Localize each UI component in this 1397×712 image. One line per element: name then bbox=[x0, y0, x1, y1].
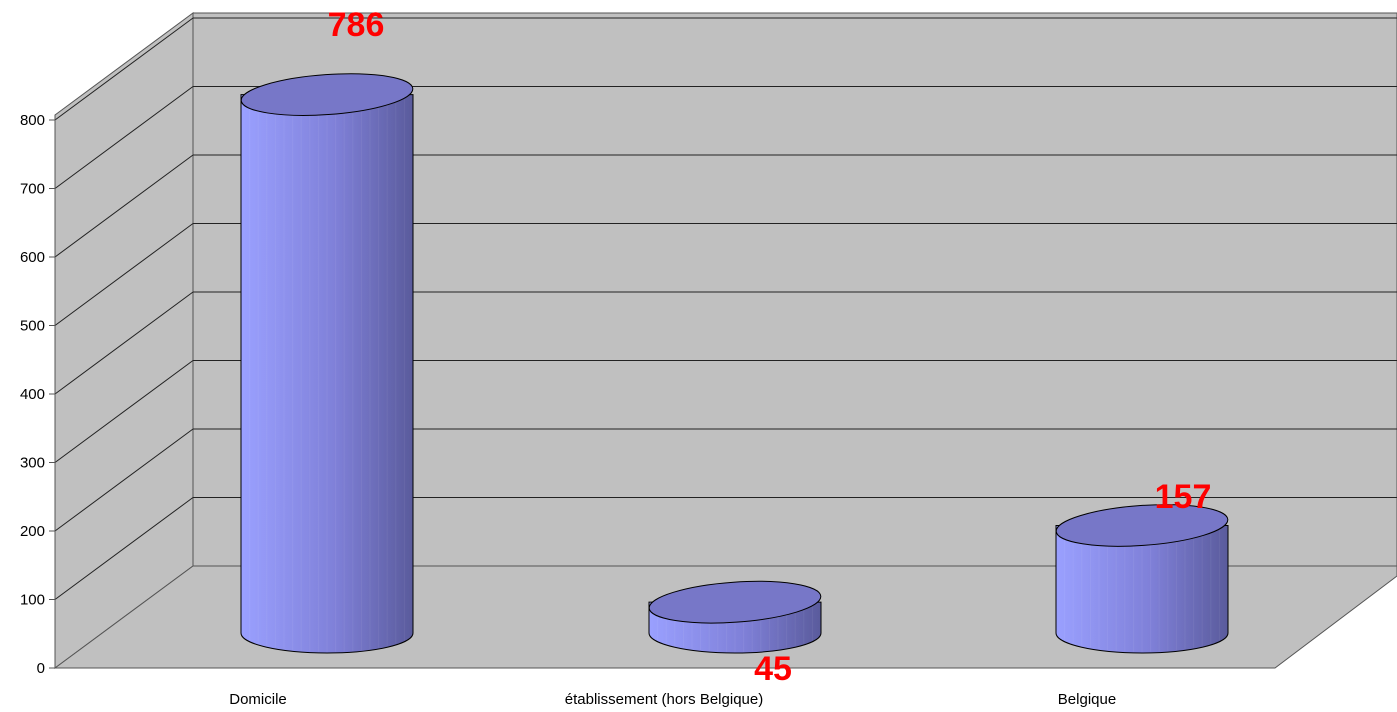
back-wall bbox=[192, 12, 1397, 567]
y-tick-label: 600 bbox=[20, 249, 45, 266]
y-tick-label: 200 bbox=[20, 523, 45, 540]
bar-body bbox=[240, 94, 414, 654]
y-tick-label: 300 bbox=[20, 455, 45, 472]
gridline-side bbox=[54, 497, 194, 600]
y-tick-label: 500 bbox=[20, 318, 45, 335]
y-axis: 0 100 200 300 400 500 600 700 800 bbox=[20, 112, 56, 677]
y-tick-label: 0 bbox=[37, 660, 45, 677]
x-tick-label: établissement (hors Belgique) bbox=[565, 691, 763, 708]
side-wall bbox=[54, 12, 194, 669]
x-tick-label: Domicile bbox=[229, 691, 287, 708]
bar bbox=[648, 580, 822, 654]
y-tick-label: 400 bbox=[20, 386, 45, 403]
gridline-side bbox=[54, 154, 194, 258]
bar-top bbox=[240, 73, 414, 116]
gridline-side bbox=[54, 428, 194, 532]
data-label: 45 bbox=[754, 650, 792, 688]
gridline-side bbox=[54, 86, 194, 189]
data-label: 157 bbox=[1155, 478, 1212, 516]
gridline-side bbox=[54, 360, 194, 463]
gridline-side bbox=[54, 223, 194, 326]
y-tick-label: 800 bbox=[20, 112, 45, 129]
bar-top bbox=[1055, 504, 1229, 547]
bar bbox=[240, 73, 414, 654]
y-tick-label: 100 bbox=[20, 592, 45, 609]
bar bbox=[1055, 504, 1229, 654]
bar-top bbox=[648, 580, 822, 624]
gridline-side bbox=[54, 291, 194, 395]
data-labels: 786 45 157 bbox=[328, 6, 1212, 688]
y-tick-label: 700 bbox=[20, 181, 45, 198]
bar-body bbox=[1055, 524, 1229, 654]
x-axis-labels: Domicile établissement (hors Belgique) Bel… bbox=[229, 691, 1116, 708]
x-tick-label: Belgique bbox=[1058, 691, 1116, 708]
data-label: 786 bbox=[328, 6, 385, 44]
bars bbox=[240, 73, 1229, 654]
gridline-side bbox=[54, 17, 194, 121]
